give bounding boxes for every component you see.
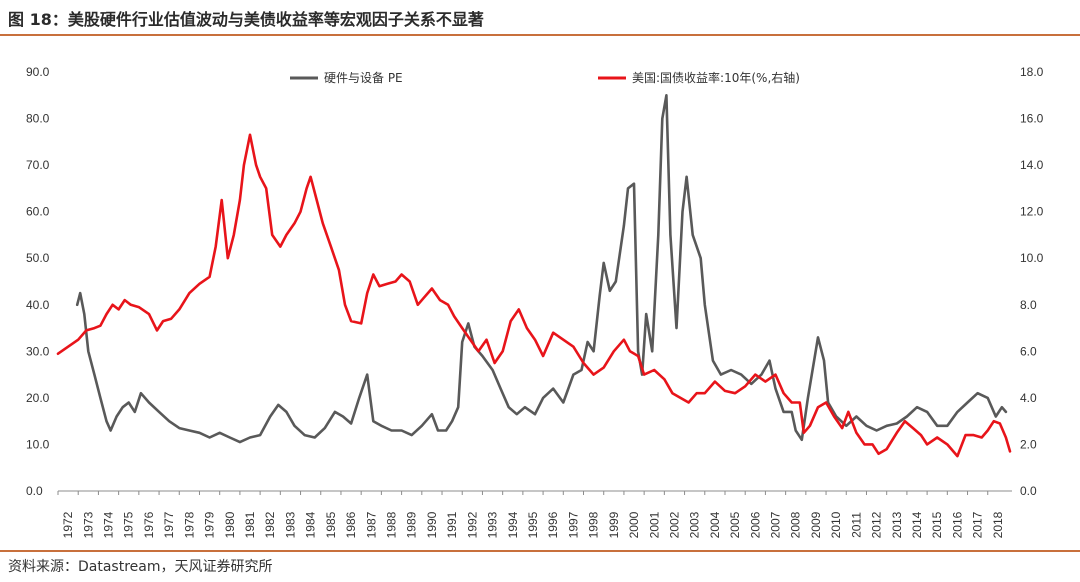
chart-series	[56, 94, 1012, 458]
x-tick-label: 2006	[748, 511, 762, 538]
x-tick-label: 1983	[283, 511, 297, 538]
x-tick-label: 1999	[607, 511, 621, 538]
x-tick-label: 2017	[971, 511, 985, 538]
x-tick-label: 1989	[405, 511, 419, 538]
left-tick-label: 20.0	[26, 391, 50, 405]
x-tick-label: 1978	[182, 511, 196, 538]
dual-axis-line-chart: 0.010.020.030.040.050.060.070.080.090.0 …	[26, 65, 1044, 538]
x-tick-label: 1973	[81, 511, 95, 538]
right-tick-label: 4.0	[1020, 391, 1037, 405]
x-tick-label: 2016	[950, 511, 964, 538]
right-axis-ticks: 0.0 2.0 4.0 6.0 8.0 10.0 12.0 14.0 16.0 18.0	[1020, 65, 1044, 498]
left-tick-label: 70.0	[26, 158, 50, 172]
series-line-hardware-pe	[75, 94, 1008, 444]
figure-title: 图 18：美股硬件行业估值波动与美债收益率等宏观因子关系不显著	[8, 10, 484, 29]
x-tick-label: 2015	[930, 511, 944, 538]
x-tick-label: 1974	[102, 511, 116, 538]
series-line-us-10y-yield	[56, 133, 1012, 458]
right-tick-label: 18.0	[1020, 65, 1044, 79]
x-tick-label: 1992	[465, 511, 479, 538]
x-tick-label: 2007	[769, 511, 783, 538]
x-tick-label: 2005	[728, 511, 742, 538]
x-tick-label: 1990	[425, 511, 439, 538]
x-tick-label: 2009	[809, 511, 823, 538]
x-tick-label: 1977	[162, 511, 176, 538]
left-tick-label: 30.0	[26, 344, 50, 358]
x-tick-label: 1976	[142, 511, 156, 538]
right-tick-label: 6.0	[1020, 344, 1037, 358]
left-tick-label: 90.0	[26, 65, 50, 79]
right-tick-label: 14.0	[1020, 158, 1044, 172]
x-tick-label: 2010	[829, 511, 843, 538]
right-tick-label: 8.0	[1020, 298, 1037, 312]
x-tick-label: 2002	[667, 511, 681, 538]
x-tick-label: 1975	[122, 511, 136, 538]
x-tick-label: 1982	[263, 511, 277, 538]
x-tick-label: 1995	[526, 511, 540, 538]
x-tick-label: 1972	[61, 511, 75, 538]
legend-label-us-10y-yield: 美国:国债收益率:10年(%,右轴)	[632, 70, 800, 85]
right-tick-label: 2.0	[1020, 437, 1037, 451]
x-tick-label: 1994	[506, 511, 520, 538]
x-tick-label: 2013	[890, 511, 904, 538]
x-tick-label: 2018	[991, 511, 1005, 538]
legend-label-hardware-pe: 硬件与设备 PE	[324, 71, 403, 85]
x-tick-label: 1991	[445, 511, 459, 538]
x-tick-label: 1981	[243, 511, 257, 538]
x-axis-ticks: 1972 1973 1974 1975 1976 1977 1978 1979 1980 1981…	[57, 491, 1005, 538]
left-tick-label: 10.0	[26, 437, 50, 451]
x-tick-label: 2008	[789, 511, 803, 538]
x-tick-label: 1987	[364, 511, 378, 538]
right-tick-label: 16.0	[1020, 112, 1044, 126]
x-tick-label: 1984	[304, 511, 318, 538]
right-tick-label: 12.0	[1020, 205, 1044, 219]
x-tick-label: 1985	[324, 511, 338, 538]
x-tick-label: 2011	[849, 512, 863, 538]
left-tick-label: 50.0	[26, 251, 50, 265]
x-tick-label: 2012	[870, 511, 884, 538]
x-tick-label: 1980	[223, 511, 237, 538]
left-tick-label: 0.0	[26, 484, 43, 498]
x-tick-label: 1993	[486, 511, 500, 538]
right-tick-label: 0.0	[1020, 484, 1037, 498]
footer-rule	[0, 550, 1080, 552]
left-axis-ticks: 0.0 10.0 20.0 30.0 40.0 50.0 60.0 70.0 80.0 90.0	[26, 65, 50, 498]
x-tick-label: 1997	[566, 511, 580, 538]
chart-legend: 硬件与设备 PE 美国:国债收益率:10年(%,右轴)	[290, 70, 800, 85]
left-tick-label: 80.0	[26, 112, 50, 126]
x-tick-label: 2003	[688, 511, 702, 538]
x-tick-label: 2014	[910, 511, 924, 538]
x-tick-label: 1988	[384, 511, 398, 538]
x-tick-label: 1998	[587, 511, 601, 538]
right-tick-label: 10.0	[1020, 251, 1044, 265]
left-tick-label: 60.0	[26, 205, 50, 219]
x-tick-label: 1979	[203, 511, 217, 538]
x-tick-label: 2000	[627, 511, 641, 538]
title-rule	[0, 34, 1080, 36]
source-note: 资料来源：Datastream，天风证券研究所	[8, 559, 273, 575]
left-tick-label: 40.0	[26, 298, 50, 312]
x-tick-label: 1986	[344, 511, 358, 538]
x-tick-label: 1996	[546, 511, 560, 538]
x-tick-label: 2004	[708, 511, 722, 538]
x-tick-label: 2001	[647, 511, 661, 538]
